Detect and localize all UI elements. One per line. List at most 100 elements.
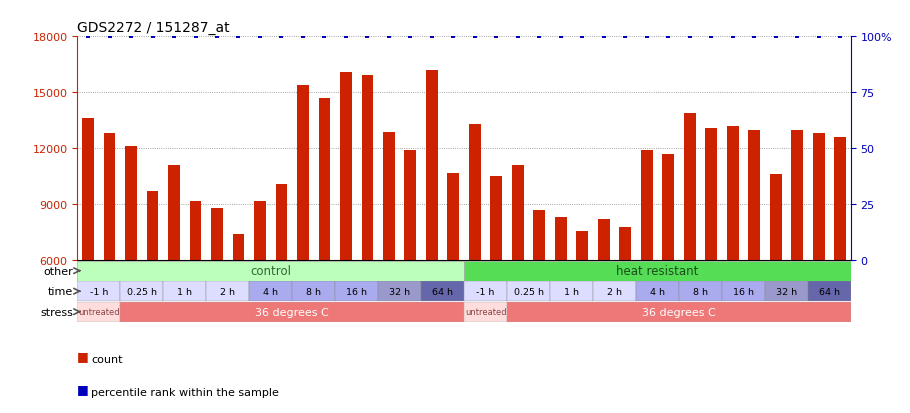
Point: [102, 34, 116, 40]
Bar: [426, 71, 438, 261]
Bar: [722, 282, 765, 301]
Bar: [233, 235, 245, 261]
Point: [167, 34, 181, 40]
Bar: [82, 119, 94, 261]
Bar: [249, 282, 292, 301]
Point: [682, 34, 697, 40]
Bar: [254, 201, 266, 261]
Point: [640, 34, 654, 40]
Point: [146, 34, 160, 40]
Bar: [765, 282, 808, 301]
Point: [403, 34, 418, 40]
Bar: [683, 114, 695, 261]
Bar: [120, 282, 163, 301]
Bar: [276, 184, 288, 261]
Bar: [297, 85, 308, 261]
Text: GDS2272 / 151287_at: GDS2272 / 151287_at: [77, 21, 230, 35]
Bar: [318, 99, 330, 261]
Bar: [512, 166, 524, 261]
Point: [618, 34, 632, 40]
Text: percentile rank within the sample: percentile rank within the sample: [91, 387, 278, 397]
Point: [253, 34, 268, 40]
Bar: [550, 282, 593, 301]
Bar: [404, 151, 416, 261]
Point: [575, 34, 590, 40]
Bar: [791, 131, 803, 261]
Text: 8 h: 8 h: [693, 287, 708, 296]
Point: [725, 34, 740, 40]
Bar: [126, 147, 137, 261]
Bar: [163, 282, 207, 301]
Bar: [464, 302, 507, 322]
Text: 32 h: 32 h: [776, 287, 797, 296]
Text: 64 h: 64 h: [819, 287, 840, 296]
Point: [425, 34, 440, 40]
Text: untreated: untreated: [78, 307, 119, 316]
Bar: [469, 125, 480, 261]
Bar: [770, 175, 782, 261]
Bar: [421, 282, 464, 301]
Text: heat resistant: heat resistant: [616, 265, 699, 278]
Text: stress: stress: [41, 307, 74, 317]
Bar: [464, 282, 507, 301]
Bar: [533, 211, 545, 261]
Bar: [448, 173, 460, 261]
Text: -1 h: -1 h: [477, 287, 495, 296]
Text: 4 h: 4 h: [263, 287, 278, 296]
Bar: [705, 128, 717, 261]
Text: 1 h: 1 h: [177, 287, 192, 296]
Point: [318, 34, 332, 40]
Bar: [834, 138, 846, 261]
Bar: [292, 282, 335, 301]
Text: ■: ■: [77, 382, 93, 395]
Text: 4 h: 4 h: [650, 287, 665, 296]
Bar: [383, 132, 395, 261]
Point: [209, 34, 224, 40]
Bar: [490, 177, 502, 261]
Point: [704, 34, 719, 40]
Bar: [636, 282, 679, 301]
Point: [446, 34, 460, 40]
Bar: [335, 282, 379, 301]
Point: [81, 34, 96, 40]
Text: 1 h: 1 h: [564, 287, 579, 296]
Text: control: control: [250, 265, 291, 278]
Text: 36 degrees C: 36 degrees C: [642, 307, 716, 317]
Bar: [120, 302, 464, 322]
Bar: [104, 134, 116, 261]
Point: [381, 34, 396, 40]
Point: [231, 34, 246, 40]
Text: 16 h: 16 h: [346, 287, 367, 296]
Bar: [211, 209, 223, 261]
Text: untreated: untreated: [465, 307, 506, 316]
Point: [489, 34, 503, 40]
Bar: [507, 282, 550, 301]
Bar: [813, 134, 824, 261]
Text: time: time: [48, 287, 74, 297]
Bar: [147, 192, 158, 261]
Bar: [464, 261, 851, 281]
Bar: [727, 127, 739, 261]
Text: -1 h: -1 h: [90, 287, 108, 296]
Bar: [168, 166, 180, 261]
Text: 8 h: 8 h: [306, 287, 321, 296]
Bar: [340, 73, 352, 261]
Bar: [507, 302, 851, 322]
Point: [812, 34, 826, 40]
Text: 2 h: 2 h: [220, 287, 236, 296]
Point: [360, 34, 375, 40]
Bar: [77, 261, 464, 281]
Text: 16 h: 16 h: [733, 287, 753, 296]
Point: [124, 34, 138, 40]
Text: 36 degrees C: 36 degrees C: [256, 307, 329, 317]
Bar: [77, 302, 120, 322]
Bar: [189, 201, 201, 261]
Text: 0.25 h: 0.25 h: [126, 287, 157, 296]
Point: [511, 34, 525, 40]
Point: [790, 34, 804, 40]
Text: 32 h: 32 h: [389, 287, 410, 296]
Text: ■: ■: [77, 349, 93, 362]
Bar: [808, 282, 851, 301]
Bar: [593, 282, 636, 301]
Bar: [576, 231, 588, 261]
